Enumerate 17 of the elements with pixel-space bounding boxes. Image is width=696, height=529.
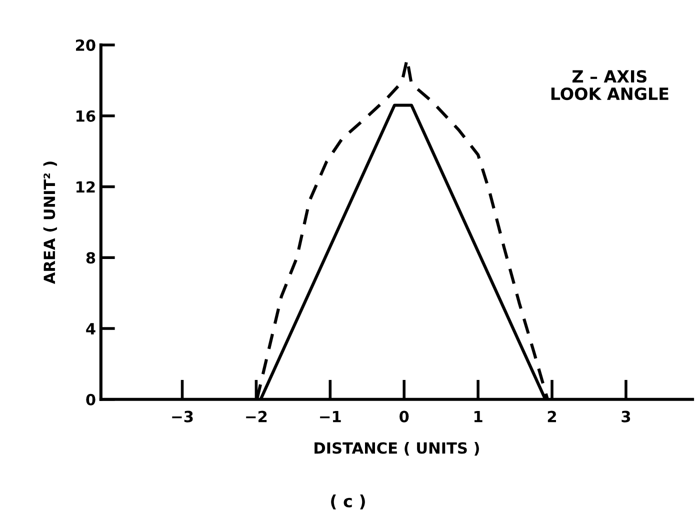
y-tick-label: 16 [76,110,96,122]
y-tick-label: 20 [76,39,96,51]
y-tick-label: 12 [76,181,95,193]
x-tick-label: 0 [400,410,409,422]
y-tick-label: 0 [86,394,96,406]
x-tick-label: −1 [320,410,341,422]
x-tick-label: 2 [548,410,556,422]
x-tick-label: 1 [474,410,482,422]
x-tick-label: 3 [622,410,630,422]
x-tick-label: −2 [246,410,267,422]
y-axis-title: AREA ( UNIT² ) [43,162,57,284]
y-tick-label: 4 [86,323,96,334]
text: ( c ) [331,494,365,510]
y-tick-label: 8 [86,252,96,264]
annotation: Z – AXIS LOOK ANGLE [551,70,668,100]
x-axis-title: DISTANCE ( UNITS ) [314,442,479,456]
x-tick-label: −3 [172,410,193,422]
